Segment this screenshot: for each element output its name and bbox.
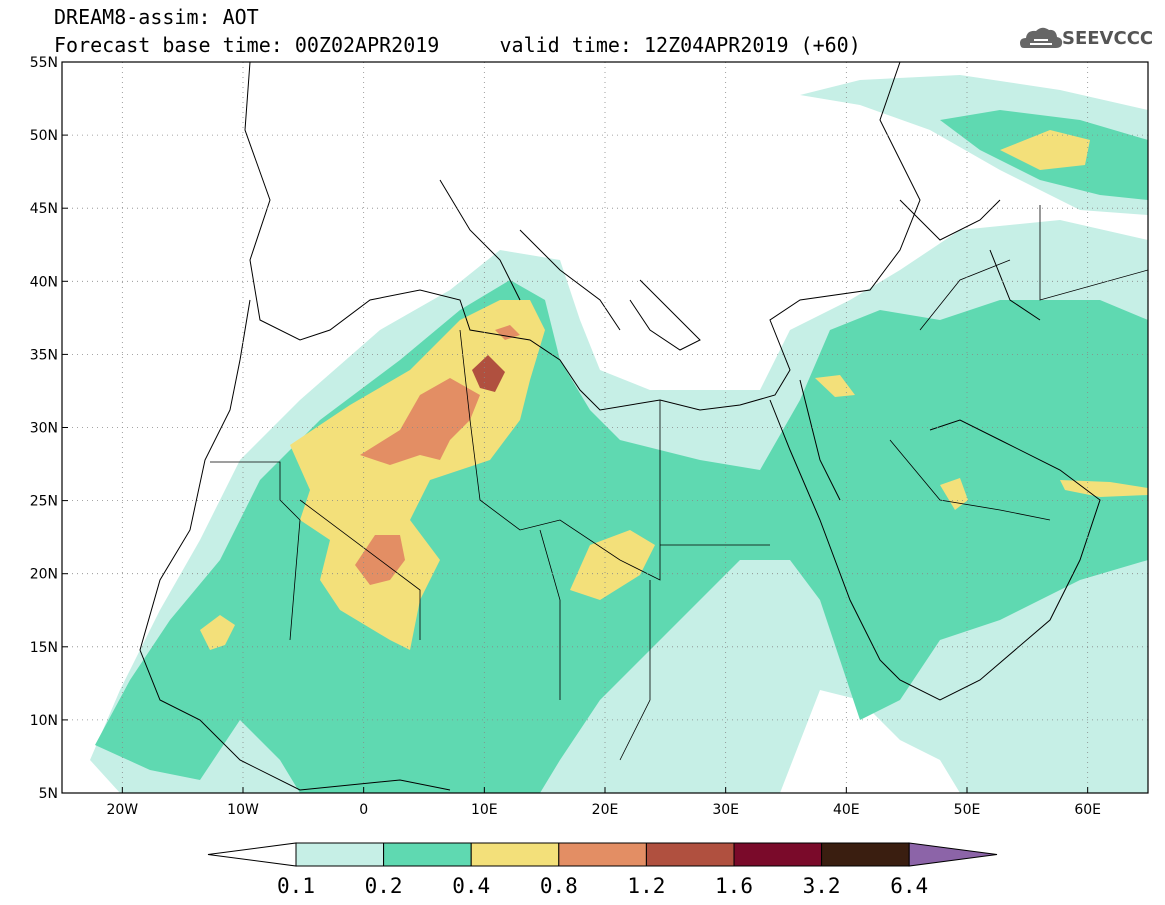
aot-band-0.4-d [1000,130,1090,170]
colorbar-label: 3.2 [803,874,841,898]
colorbar-swatch [295,842,385,867]
cloud-icon [1020,27,1063,48]
lon-label: 20E [592,802,619,818]
colorbar-swatch [470,842,560,867]
aot-band-0.4-f [940,478,968,510]
coastlines [139,62,1101,791]
colorbar-swatch [558,842,647,867]
lat-label: 40N [30,274,58,290]
lat-label: 45N [30,201,58,217]
lon-label: 10W [227,802,259,818]
colorbar-swatch [821,842,910,867]
aot-band-0.4-e [1060,480,1148,497]
lon-label: 40E [833,802,860,818]
lat-label: 15N [30,640,58,656]
lat-label: 50N [30,128,58,144]
colorbar-swatch [733,842,823,867]
aot-band-1.2 [472,355,505,392]
lat-label: 30N [30,421,58,437]
lat-label: 55N [30,55,58,71]
logo-text: SEEVCCC [1062,28,1154,49]
colorbar-label: 0.4 [452,874,490,898]
colorbar-high-extension [908,842,998,867]
aot-band-0.8-c [495,325,520,340]
lon-label: 30E [712,802,739,818]
aot-band-0.4-c [200,615,235,650]
lat-label: 25N [30,494,58,510]
aot-band-0.8 [360,378,480,465]
colorbar [207,842,998,867]
lat-label: 20N [30,567,58,583]
borders [210,205,1148,761]
lat-label: 5N [39,786,58,802]
aot-band-0.4-b [570,530,655,600]
colorbar-label: 6.4 [890,874,928,898]
colorbar-label: 1.2 [627,874,665,898]
lon-label: 50E [954,802,981,818]
colorbar-label: 0.2 [365,874,403,898]
colorbar-swatch [645,842,735,867]
axis-ticks [62,61,1089,794]
lat-label: 35N [30,347,58,363]
colorbar-label: 0.8 [540,874,578,898]
lon-label: 20W [106,802,138,818]
colorbar-labels: 0.1 0.2 0.4 0.8 1.2 1.6 3.2 6.4 [277,874,928,898]
colorbar-label: 1.6 [715,874,753,898]
lon-label: 10E [471,802,498,818]
lat-label: 10N [30,713,58,729]
colorbar-low-extension [207,842,297,867]
longitude-labels: 20W 10W 0 10E 20E 30E 40E 50E 60E [106,802,1101,818]
colorbar-label: 0.1 [277,874,315,898]
colorbar-swatch [383,842,472,867]
chart-subtitle: Forecast base time: 00Z02APR2019 valid t… [54,33,861,57]
graticule [62,62,1148,793]
chart-title: DREAM8-assim: AOT [54,5,259,29]
lon-label: 60E [1074,802,1101,818]
lon-label: 0 [359,802,368,818]
latitude-labels: 55N 50N 45N 40N 35N 30N 25N 20N 15N 10N 5N [30,55,58,802]
aot-band-0.4-g [815,375,855,397]
